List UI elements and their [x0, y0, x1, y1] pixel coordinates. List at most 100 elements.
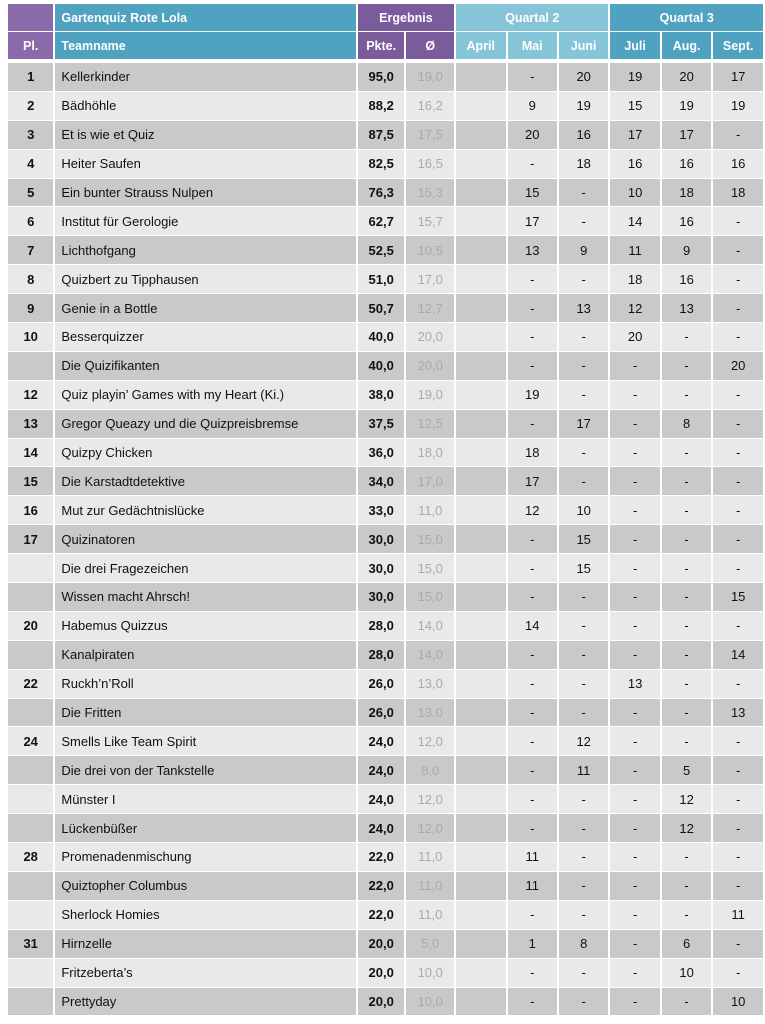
- cell-juli: -: [610, 843, 660, 872]
- cell-points: 24,0: [357, 814, 405, 844]
- cell-juni: -: [558, 900, 609, 930]
- cell-april: [456, 265, 506, 295]
- cell-juni: -: [558, 351, 609, 381]
- cell-points: 36,0: [357, 438, 405, 468]
- cell-teamname: Quiz playin’ Games with my Heart (Ki.): [55, 380, 356, 410]
- cell-teamname: Die Karstadtdetektive: [55, 467, 356, 497]
- cell-juli: -: [610, 756, 660, 786]
- cell-juni: 17: [558, 409, 609, 439]
- cell-average: 11,0: [406, 843, 454, 872]
- cell-sept: 14: [713, 640, 763, 670]
- cell-juli: 13: [610, 669, 660, 699]
- cell-april: [456, 294, 506, 324]
- cell-mai: -: [507, 583, 557, 612]
- table-row: 22 Ruckh’n’Roll 26,0 13,0- -13- -: [8, 669, 763, 699]
- cell-sept: -: [713, 814, 763, 844]
- cell-april: [456, 380, 506, 410]
- cell-mai: 11: [507, 871, 557, 901]
- table-row: Lückenbüßer 24,0 12,0- - -12-: [8, 814, 763, 844]
- cell-juni: -: [558, 438, 609, 468]
- cell-juni: 18: [558, 149, 609, 179]
- cell-place: 22: [8, 669, 54, 699]
- cell-sept: -: [713, 265, 763, 295]
- column-header-teamname: Teamname: [55, 32, 356, 60]
- cell-mai: 14: [507, 611, 557, 641]
- cell-sept: -: [713, 120, 763, 150]
- cell-aug: -: [661, 698, 712, 728]
- cell-place: [8, 958, 54, 988]
- cell-juni: -: [558, 611, 609, 641]
- cell-juli: -: [610, 525, 660, 555]
- cell-teamname: Institut für Gerologie: [55, 207, 356, 237]
- cell-juni: 15: [558, 554, 609, 584]
- cell-sept: 10: [713, 987, 763, 1017]
- cell-mai: -: [507, 640, 557, 670]
- cell-mai: -: [507, 63, 557, 92]
- cell-juli: 12: [610, 294, 660, 324]
- cell-mai: -: [507, 294, 557, 324]
- table-row: Die drei von der Tankstelle 24,0 8,0-11-5-: [8, 756, 763, 786]
- cell-juli: 20: [610, 323, 660, 352]
- cell-juli: -: [610, 958, 660, 988]
- cell-points: 28,0: [357, 640, 405, 670]
- cell-juli: 19: [610, 63, 660, 92]
- cell-juli: -: [610, 785, 660, 815]
- cell-aug: -: [661, 554, 712, 584]
- cell-teamname: Smells Like Team Spirit: [55, 727, 356, 757]
- cell-mai: -: [507, 409, 557, 439]
- cell-points: 82,5: [357, 149, 405, 179]
- table-row: 7 Lichthofgang 52,5 10,5 13 9 11 9-: [8, 236, 763, 266]
- cell-mai: 19: [507, 380, 557, 410]
- cell-april: [456, 640, 506, 670]
- cell-average: 15,7: [406, 207, 454, 237]
- cell-april: [456, 236, 506, 266]
- cell-teamname: Promenadenmischung: [55, 843, 356, 872]
- cell-sept: -: [713, 380, 763, 410]
- column-header-juli: Juli: [610, 32, 660, 60]
- cell-teamname: Lichthofgang: [55, 236, 356, 266]
- cell-juni: 10: [558, 496, 609, 526]
- cell-aug: -: [661, 525, 712, 555]
- cell-teamname: Sherlock Homies: [55, 900, 356, 930]
- cell-place: [8, 871, 54, 901]
- cell-juni: 12: [558, 727, 609, 757]
- cell-juni: -: [558, 265, 609, 295]
- cell-place: [8, 698, 54, 728]
- cell-juli: -: [610, 380, 660, 410]
- cell-sept: 19: [713, 91, 763, 121]
- cell-april: [456, 756, 506, 786]
- cell-mai: 17: [507, 207, 557, 237]
- cell-juli: 18: [610, 265, 660, 295]
- header-row-2: Pl. Teamname Pkte. Ø April Mai Juni Juli Aug. Sep…: [8, 32, 763, 60]
- table-row: 17 Quizinatoren 30,0 15,0-15- - -: [8, 525, 763, 555]
- table-row: 1 Kellerkinder 95,0 19,0-20 19 20 17: [8, 63, 763, 92]
- cell-place: 7: [8, 236, 54, 266]
- cell-aug: -: [661, 467, 712, 497]
- cell-april: [456, 438, 506, 468]
- cell-teamname: Bädhöhle: [55, 91, 356, 121]
- quartal2-header: Quartal 2: [456, 4, 609, 32]
- cell-points: 52,5: [357, 236, 405, 266]
- cell-place: [8, 756, 54, 786]
- cell-juli: -: [610, 554, 660, 584]
- cell-aug: 9: [661, 236, 712, 266]
- cell-juli: -: [610, 583, 660, 612]
- table-row: Die Fritten 26,0 13,0- - - -13: [8, 698, 763, 728]
- cell-sept: -: [713, 467, 763, 497]
- cell-april: [456, 554, 506, 584]
- cell-sept: 11: [713, 900, 763, 930]
- cell-juli: -: [610, 351, 660, 381]
- cell-place: 3: [8, 120, 54, 150]
- cell-sept: -: [713, 409, 763, 439]
- cell-juli: -: [610, 640, 660, 670]
- table-row: Quiztopher Columbus 22,0 11,0 11- - - -: [8, 871, 763, 901]
- table-row: 31 Hirnzelle 20,0 5,0 1 8-6-: [8, 929, 763, 959]
- cell-teamname: Prettyday: [55, 987, 356, 1017]
- cell-average: 11,0: [406, 496, 454, 526]
- cell-juni: -: [558, 467, 609, 497]
- cell-average: 8,0: [406, 756, 454, 786]
- cell-april: [456, 785, 506, 815]
- cell-aug: 6: [661, 929, 712, 959]
- cell-mai: -: [507, 814, 557, 844]
- cell-aug: 5: [661, 756, 712, 786]
